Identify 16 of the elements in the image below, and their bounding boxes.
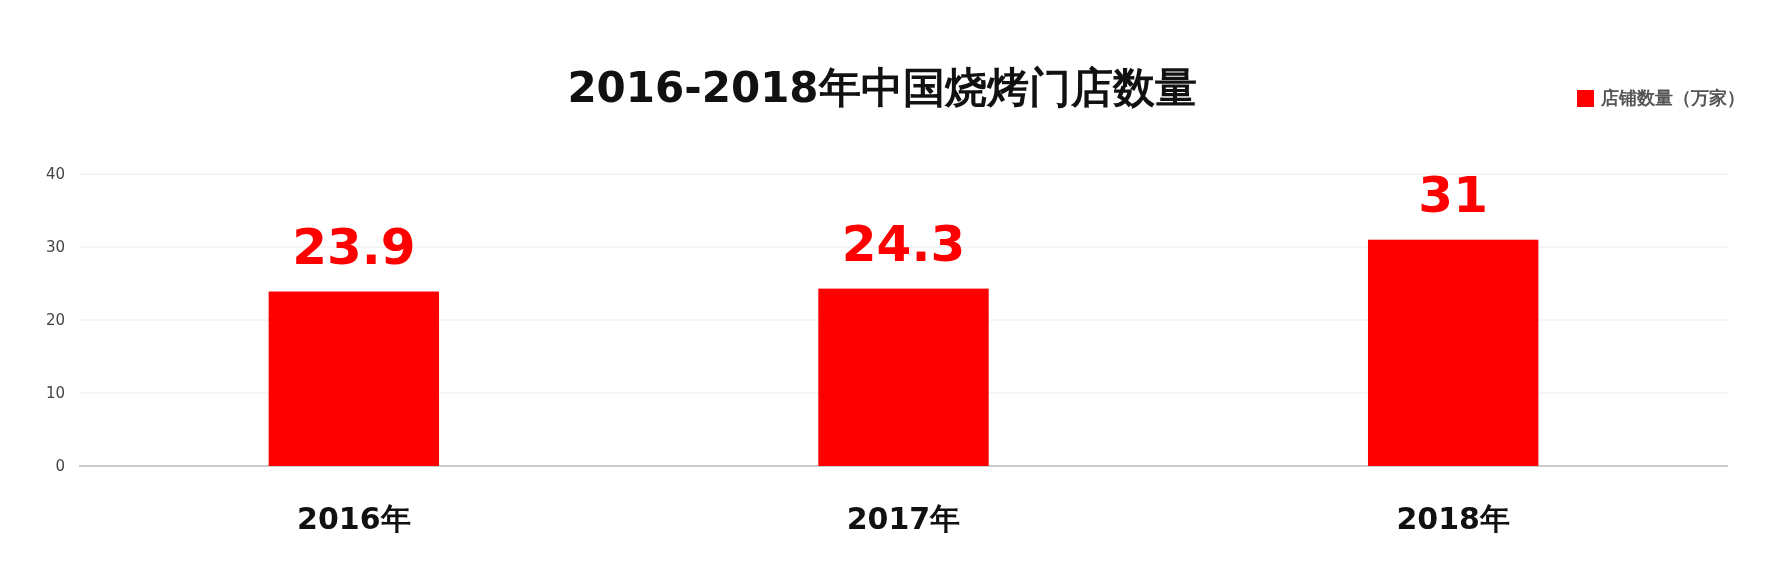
- y-tick-label: 0: [55, 457, 65, 476]
- y-tick-label: 40: [45, 165, 65, 184]
- data-label: 24.3: [841, 214, 966, 273]
- data-label: 23.9: [292, 217, 416, 276]
- y-tick-label: 20: [45, 311, 65, 330]
- bar: [818, 288, 989, 466]
- y-tick-label: 10: [45, 384, 65, 403]
- x-tick-label: 2018年: [1396, 501, 1510, 537]
- y-tick-label: 30: [45, 238, 65, 257]
- bar: [268, 291, 440, 466]
- legend-label: 店铺数量（万家）: [1600, 87, 1745, 108]
- bar: [1367, 239, 1539, 466]
- x-tick-label: 2016年: [297, 501, 411, 537]
- chart-title: 2016-2018年中国烧烤门店数量: [567, 63, 1197, 112]
- data-label: 31: [1418, 165, 1488, 224]
- x-tick-label: 2017年: [846, 501, 961, 537]
